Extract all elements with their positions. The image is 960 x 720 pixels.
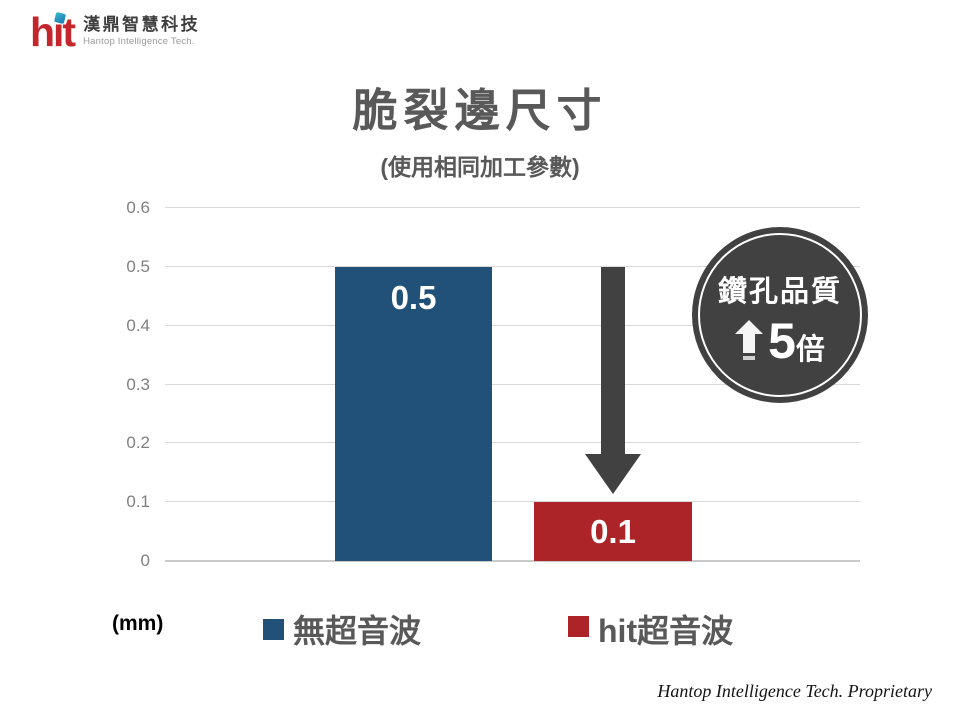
gridline	[165, 560, 860, 562]
badge-multiplier-suffix: 倍	[795, 334, 825, 366]
legend-swatch-red-icon	[568, 615, 589, 637]
y-tick-label: 0	[140, 551, 150, 570]
decrease-arrow-icon	[584, 267, 642, 495]
company-logo: hit 漢鼎智慧科技 Hantop Intelligence Tech.	[30, 12, 200, 53]
gridline	[165, 324, 860, 326]
logo-wordmark: hit	[30, 9, 76, 55]
unit-label: (mm)	[112, 612, 164, 635]
gridline	[165, 207, 860, 208]
proprietary-notice: Hantop Intelligence Tech. Proprietary	[657, 681, 932, 701]
gridline	[165, 265, 860, 267]
logo-wordmark-text: hit	[30, 9, 76, 55]
gridline	[165, 383, 860, 385]
legend-label: 無超音波	[293, 613, 422, 649]
bar-hit-ultrasonic: 0.1	[534, 502, 692, 561]
y-axis: 0.6 0.5 0.4 0.3 0.2 0.1 0	[55, 198, 155, 570]
page-subtitle: (使用相同加工參數)	[380, 154, 580, 180]
bar-chart-plot-area: 0.5 0.1	[165, 207, 860, 562]
legend-item-hit-ultrasonic: hit超音波	[568, 606, 733, 652]
badge-title: 鑽孔品質	[717, 276, 842, 308]
y-tick-label: 0.3	[126, 374, 150, 394]
bar-value-label: 0.5	[390, 279, 437, 316]
gridline	[165, 501, 860, 503]
bar-value-label: 0.1	[590, 512, 636, 550]
y-tick-label: 0.6	[126, 198, 150, 217]
legend-item-no-ultrasonic: 無超音波	[263, 606, 421, 652]
gridline	[165, 442, 860, 444]
legend-label: hit超音波	[598, 613, 734, 649]
page-title: 脆裂邊尺寸	[352, 85, 608, 136]
y-tick-label: 0.1	[126, 492, 150, 512]
company-name-en: Hantop Intelligence Tech.	[83, 36, 195, 48]
badge-value-row: 5 倍	[735, 314, 825, 368]
legend-swatch-blue-icon	[263, 618, 284, 640]
y-tick-label: 0.2	[126, 433, 150, 453]
company-name-zh: 漢鼎智慧科技	[83, 15, 201, 34]
up-arrow-icon	[735, 320, 764, 360]
logo-company-names: 漢鼎智慧科技 Hantop Intelligence Tech.	[83, 12, 200, 47]
bar-no-ultrasonic: 0.5	[335, 267, 492, 561]
y-tick-label: 0.4	[126, 315, 150, 335]
badge-multiplier: 5	[768, 313, 796, 369]
quality-badge: 鑽孔品質 5 倍	[692, 227, 868, 403]
y-tick-label: 0.5	[126, 256, 150, 276]
